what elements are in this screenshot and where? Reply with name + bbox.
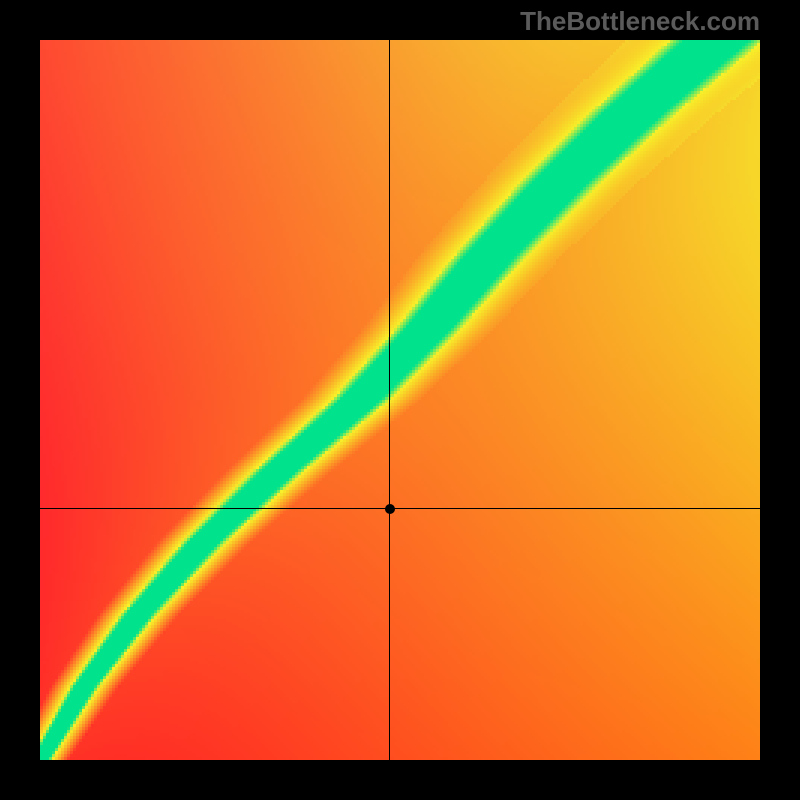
chart-container: TheBottleneck.com — [0, 0, 800, 800]
bottleneck-heatmap — [40, 40, 760, 760]
crosshair-vertical — [389, 40, 390, 760]
data-point-marker — [385, 504, 395, 514]
crosshair-horizontal — [40, 508, 760, 509]
watermark-text: TheBottleneck.com — [520, 6, 760, 37]
